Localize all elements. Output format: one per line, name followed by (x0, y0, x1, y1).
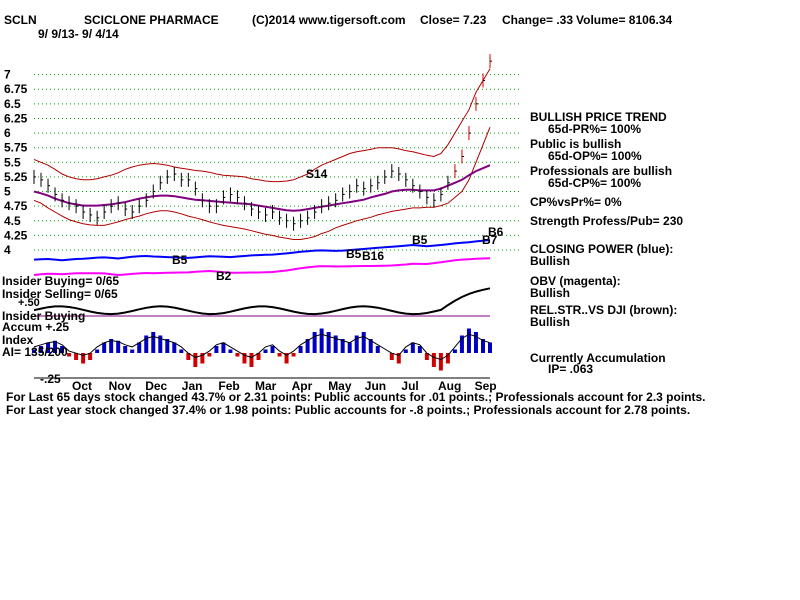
company-name: SCICLONE PHARMACE (84, 13, 219, 27)
obv-series (33, 257, 491, 277)
ai-label: AI= 135/200 (2, 345, 68, 359)
trend-title: BULLISH PRICE TREND (530, 110, 667, 124)
y-tick-label: 5.25 (4, 170, 28, 184)
y-tick-label: 7 (4, 68, 11, 82)
footer-65day: For Last 65 days stock changed 43.7% or … (6, 390, 706, 404)
relative-strength-line (33, 287, 491, 316)
y-tick-label: 6.25 (4, 111, 28, 125)
month-label: Aug (438, 379, 461, 393)
month-label: Jan (182, 379, 203, 393)
minus25-label: -.25 (40, 372, 61, 386)
volume-value: Volume= 8106.34 (576, 13, 673, 27)
obv-title: OBV (magenta): (530, 274, 621, 288)
month-label: May (328, 379, 352, 393)
plus50-label: +.50 (18, 297, 40, 309)
cp-vs-pr: CP%vsPr%= 0% (530, 195, 622, 209)
obv-line (33, 257, 491, 277)
y-tick-label: 6.75 (4, 82, 28, 96)
moving-average (33, 164, 491, 212)
month-label: Dec (145, 379, 167, 393)
y-tick-label: 4.75 (4, 199, 28, 213)
price-bars (33, 54, 492, 231)
y-tick-label: 6 (4, 126, 11, 140)
cp-value: Bullish (530, 254, 571, 268)
signal-label: B2 (216, 269, 232, 283)
y-tick-label: 4.5 (4, 214, 21, 228)
month-label: Oct (72, 379, 92, 393)
index-label: Index (2, 333, 34, 347)
acc-value: IP= .063 (548, 362, 594, 376)
change-value: Change= .33 (502, 13, 574, 27)
y-tick-label: 4.25 (4, 228, 28, 242)
relstr-title: REL.STR..VS DJI (brown): (530, 303, 678, 317)
accumulation-histogram (32, 328, 492, 371)
y-tick-label: 5.5 (4, 155, 21, 169)
insider-buying-label: Insider Buying= 0/65 (2, 274, 120, 288)
insider-buying-label-2: Insider Buying (2, 309, 86, 323)
public-value: 65d-OP%= 100% (548, 149, 642, 163)
upper-band-line (33, 68, 491, 183)
month-label: Jun (365, 379, 386, 393)
month-label: Mar (255, 379, 277, 393)
insider-selling-label: Insider Selling= 0/65 (2, 287, 118, 301)
grid-layer (34, 74, 520, 379)
prof-title: Professionals are bullish (530, 164, 673, 178)
y-tick-label: 6.5 (4, 97, 21, 111)
prof-value: 65d-CP%= 100% (548, 176, 642, 190)
relstr-value: Bullish (530, 315, 571, 329)
signal-label: B5 (346, 247, 362, 261)
signal-label: S14 (306, 167, 328, 181)
obv-value: Bullish (530, 286, 571, 300)
lower-band-line (33, 127, 491, 240)
y-tick-label: 5.75 (4, 141, 28, 155)
closing-power-series (33, 239, 491, 262)
month-label: Apr (292, 379, 313, 393)
date-range: 9/ 9/13- 9/ 4/14 (38, 27, 119, 41)
y-tick-label: 4 (4, 243, 11, 257)
closing-power-line (33, 239, 491, 262)
accumulation-ma-line (33, 333, 491, 361)
accum-plus-label: Accum +.25 (2, 320, 70, 334)
public-title: Public is bullish (530, 137, 622, 151)
month-labels: Oct Nov Dec Jan Feb Mar Apr May Jun Jul Aug Sep (72, 379, 497, 393)
bollinger-bands (33, 68, 491, 240)
footer-year: For Last year stock changed 37.4% or 1.9… (6, 403, 691, 417)
acc-title: Currently Accumulation (530, 351, 666, 365)
signal-label: B5 (412, 233, 428, 247)
signal-label: B16 (362, 249, 384, 263)
trend-value: 65d-PR%= 100% (548, 122, 642, 136)
cp-title: CLOSING POWER (blue): (530, 242, 674, 256)
signal-label: B6 (488, 225, 504, 239)
month-label: Feb (218, 379, 239, 393)
month-label: Nov (109, 379, 132, 393)
signal-label: B7 (482, 233, 498, 247)
ticker: SCLN (4, 13, 37, 27)
month-label: Jul (401, 379, 418, 393)
relative-strength-series (33, 287, 491, 316)
moving-average-line (33, 164, 491, 212)
month-label: Sep (475, 379, 497, 393)
y-tick-label: 5 (4, 185, 11, 199)
close-value: Close= 7.23 (420, 13, 487, 27)
strength-ratio: Strength Profess/Pub= 230 (530, 214, 684, 228)
signal-label: B5 (172, 253, 188, 267)
source-label: (C)2014 www.tigersoft.com (252, 13, 406, 27)
